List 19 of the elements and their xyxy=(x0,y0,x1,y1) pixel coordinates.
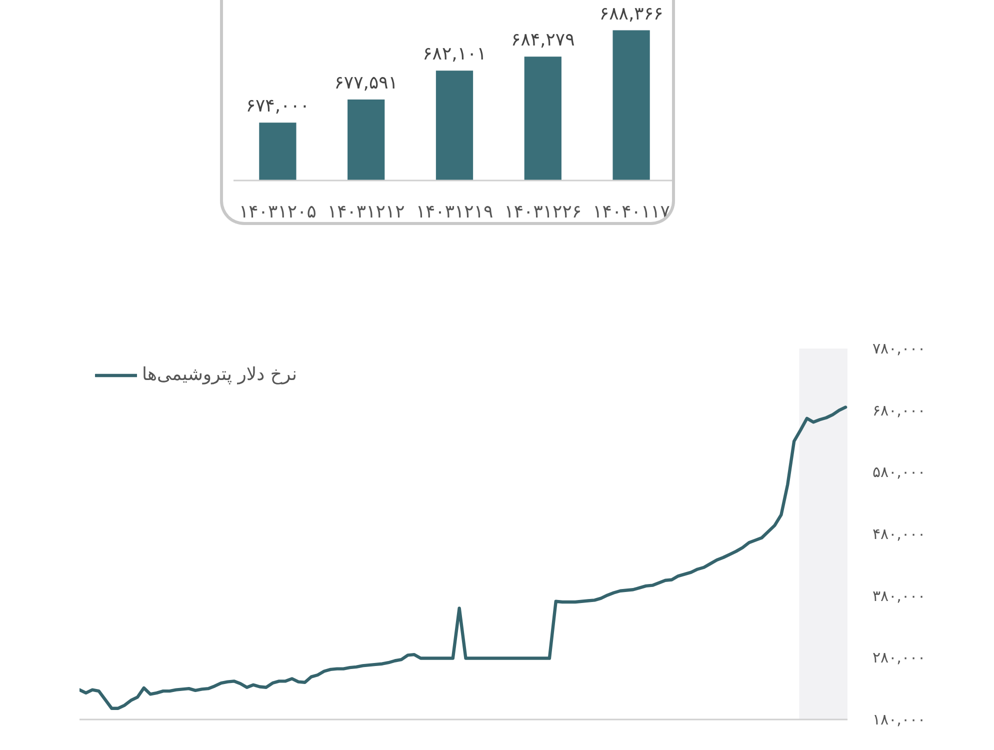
legend-label: نرخ دلار پتروشیمی‌ها xyxy=(142,364,297,385)
data-label: ۶۷۷,۵۹۱ xyxy=(334,72,398,94)
y-tick-label: ۴۸۰,۰۰۰ xyxy=(872,525,926,543)
y-tick-label: ۷۸۰,۰۰۰ xyxy=(872,340,926,358)
y-tick-label: ۱۸۰,۰۰۰ xyxy=(872,710,926,728)
data-label: ۶۸۲,۱۰۱ xyxy=(422,44,486,65)
y-tick-label: ۶۸۰,۰۰۰ xyxy=(872,401,926,420)
data-label: ۶۸۴,۲۷۹ xyxy=(511,30,575,51)
y-tick-label: ۵۸۰,۰۰۰ xyxy=(872,463,926,482)
data-label: ۶۸۸,۳۶۶ xyxy=(599,3,664,24)
y-tick-label: ۳۸۰,۰۰۰ xyxy=(872,586,926,605)
x-tick-label: ۱۴۰۳۱۲۰۵ xyxy=(239,202,316,222)
x-tick-label: ۱۴۰۳۱۲۱۹ xyxy=(416,202,494,222)
data-label: ۶۷۴,۰۰۰ xyxy=(246,96,310,117)
x-tick-label: ۱۴۰۴۰۱۱۷ xyxy=(592,202,670,222)
x-tick-label: ۱۴۰۳۱۲۱۲ xyxy=(327,202,405,222)
line-series xyxy=(80,406,848,710)
y-tick-label: ۲۸۰,۰۰۰ xyxy=(872,648,926,667)
x-tick-label: ۱۴۰۳۱۲۲۶ xyxy=(504,202,582,222)
